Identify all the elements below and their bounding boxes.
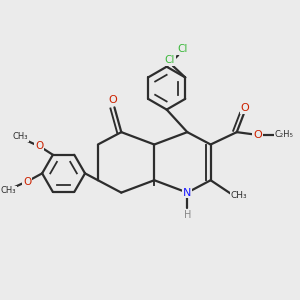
Text: C₂H₅: C₂H₅ bbox=[274, 130, 293, 140]
Text: O: O bbox=[241, 103, 249, 113]
Text: Cl: Cl bbox=[177, 44, 188, 54]
Text: N: N bbox=[183, 188, 191, 198]
Text: O: O bbox=[253, 130, 262, 140]
Text: O: O bbox=[109, 95, 117, 105]
Text: Cl: Cl bbox=[164, 55, 175, 65]
Text: CH₃: CH₃ bbox=[13, 132, 28, 141]
Text: O: O bbox=[35, 141, 43, 151]
Text: CH₃: CH₃ bbox=[1, 187, 16, 196]
Text: H: H bbox=[184, 210, 191, 220]
Text: CH₃: CH₃ bbox=[231, 191, 247, 200]
Text: O: O bbox=[23, 177, 31, 187]
